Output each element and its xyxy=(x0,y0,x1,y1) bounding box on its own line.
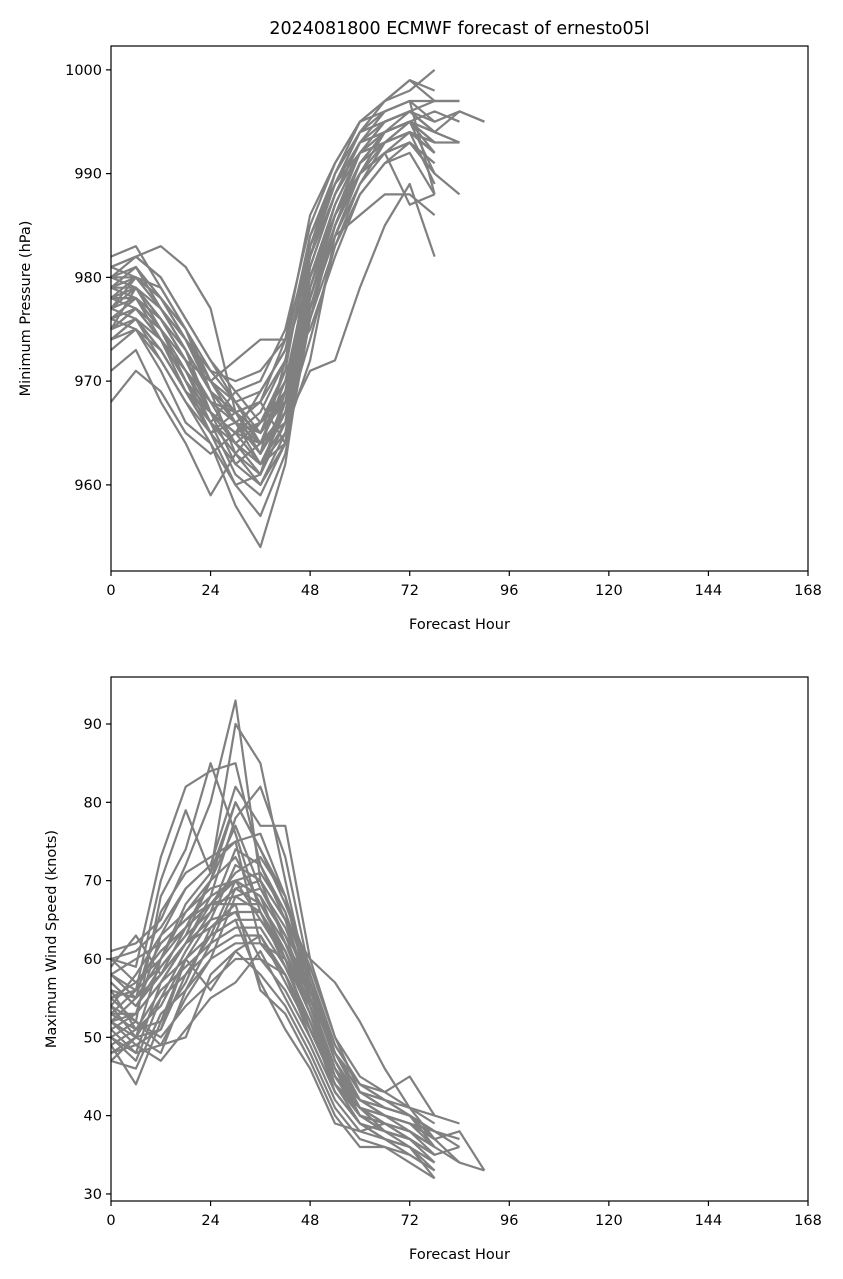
series-line xyxy=(110,99,436,497)
x-tick-label: 48 xyxy=(301,583,319,599)
x-axis-label: Forecast Hour xyxy=(409,617,510,633)
x-tick-label: 96 xyxy=(500,583,518,599)
y-axis-label: Maximum Wind Speed (knots) xyxy=(44,830,60,1048)
x-tick-label: 120 xyxy=(595,1213,623,1229)
series-line xyxy=(110,801,436,1125)
chart-title: 2024081800 ECMWF forecast of ernesto05l xyxy=(269,19,649,39)
series-line xyxy=(110,832,436,1117)
series-line xyxy=(110,722,460,1125)
y-tick-label: 80 xyxy=(84,795,102,811)
series-line xyxy=(110,934,436,1164)
x-tick-label: 48 xyxy=(301,1213,319,1229)
y-tick-label: 30 xyxy=(84,1187,102,1203)
x-tick-label: 144 xyxy=(695,1213,723,1229)
x-tick-label: 0 xyxy=(106,583,115,599)
y-axis-ticks: 30 40 50 60 70 80 90 xyxy=(84,717,111,1203)
series-line xyxy=(110,120,436,466)
y-tick-label: 60 xyxy=(84,952,102,968)
series-line xyxy=(110,949,436,1172)
series-line xyxy=(110,879,436,1148)
y-tick-label: 1000 xyxy=(65,63,102,79)
pressure-series-lines xyxy=(110,69,485,549)
y-tick-label: 50 xyxy=(84,1030,102,1046)
series-line xyxy=(110,840,436,1148)
x-tick-label: 168 xyxy=(794,583,822,599)
y-tick-label: 40 xyxy=(84,1109,102,1125)
series-line xyxy=(110,934,436,1156)
series-line xyxy=(110,855,436,1140)
y-tick-label: 70 xyxy=(84,874,102,890)
x-axis-ticks: 0 24 48 72 96 120 144 168 xyxy=(106,1201,822,1229)
series-line xyxy=(110,141,436,435)
x-axis-label: Forecast Hour xyxy=(409,1247,510,1263)
y-axis-ticks: 960 970 980 990 1000 xyxy=(65,63,111,494)
series-line xyxy=(110,887,436,1140)
y-tick-label: 980 xyxy=(74,270,102,286)
plot-frame xyxy=(110,676,809,1202)
x-tick-label: 96 xyxy=(500,1213,518,1229)
series-line xyxy=(111,110,485,435)
series-line xyxy=(110,131,436,383)
y-tick-label: 990 xyxy=(74,167,102,183)
x-tick-label: 72 xyxy=(400,1213,418,1229)
x-tick-label: 168 xyxy=(794,1213,822,1229)
x-tick-label: 24 xyxy=(201,583,219,599)
x-tick-label: 144 xyxy=(695,583,723,599)
wind-chart: 0 24 48 72 96 120 144 168 30 40 50 60 70 80 90 Foreca… xyxy=(44,676,822,1263)
series-line xyxy=(110,918,436,1156)
pressure-chart: 2024081800 ECMWF forecast of ernesto05l … xyxy=(18,19,822,633)
series-line xyxy=(110,182,436,445)
y-tick-label: 960 xyxy=(74,478,102,494)
y-tick-label: 90 xyxy=(84,717,102,733)
y-tick-label: 970 xyxy=(74,374,102,390)
x-tick-label: 120 xyxy=(595,583,623,599)
x-tick-label: 72 xyxy=(400,583,418,599)
x-tick-label: 24 xyxy=(201,1213,219,1229)
series-line xyxy=(110,949,436,1172)
y-axis-label: Minimum Pressure (hPa) xyxy=(18,221,34,397)
series-line xyxy=(110,824,436,1133)
wind-series-lines xyxy=(110,699,486,1180)
x-tick-label: 0 xyxy=(106,1213,115,1229)
plot-frame xyxy=(110,45,809,572)
x-axis-ticks: 0 24 48 72 96 120 144 168 xyxy=(106,571,822,599)
